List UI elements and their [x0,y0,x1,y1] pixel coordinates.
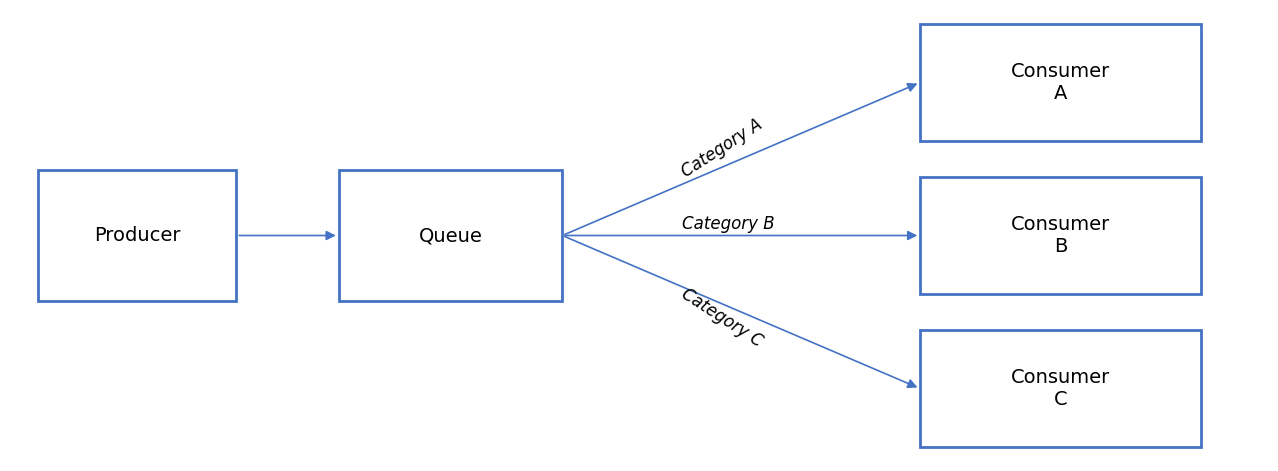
Text: Consumer
B: Consumer B [1011,215,1111,256]
FancyBboxPatch shape [920,330,1201,447]
Text: Category B: Category B [682,215,774,233]
Text: Consumer
A: Consumer A [1011,62,1111,103]
Text: Queue: Queue [419,226,482,245]
Text: Consumer
C: Consumer C [1011,368,1111,409]
Text: Producer: Producer [95,226,180,245]
FancyBboxPatch shape [38,170,236,301]
Text: Category C: Category C [679,285,766,351]
FancyBboxPatch shape [920,24,1201,141]
FancyBboxPatch shape [920,177,1201,294]
Text: Category A: Category A [679,115,766,181]
FancyBboxPatch shape [339,170,562,301]
